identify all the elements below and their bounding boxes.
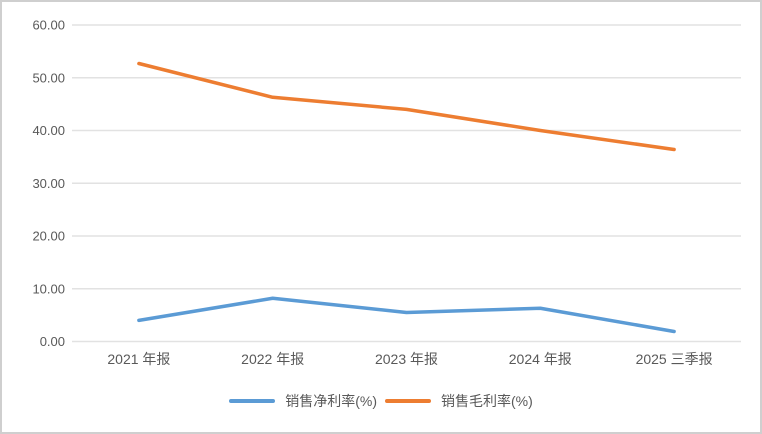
legend-line-swatch	[229, 398, 276, 404]
y-tick-label: 30.00	[32, 176, 65, 191]
x-tick-label: 2024 年报	[509, 351, 572, 367]
y-tick-label: 0.00	[40, 334, 65, 349]
legend-line-swatch	[385, 398, 431, 404]
y-tick-label: 20.00	[32, 229, 65, 244]
legend-label: 销售净利率(%)	[285, 393, 377, 409]
chart-legend: 销售净利率(%) 销售毛利率(%)	[2, 394, 760, 408]
legend-label: 销售毛利率(%)	[441, 393, 533, 409]
series-line	[137, 296, 676, 334]
x-tick-label: 2022 年报	[241, 351, 304, 367]
legend-item: 销售毛利率(%)	[385, 394, 533, 408]
y-tick-label: 10.00	[32, 281, 65, 296]
y-tick-label: 40.00	[32, 123, 65, 138]
x-tick-label: 2025 三季报	[636, 351, 713, 367]
y-tick-label: 50.00	[32, 70, 65, 85]
series-line	[137, 61, 676, 152]
legend-item: 销售净利率(%)	[229, 394, 377, 408]
y-tick-label: 60.00	[32, 18, 65, 33]
x-tick-label: 2021 年报	[107, 351, 170, 367]
x-tick-label: 2023 年报	[375, 351, 438, 367]
